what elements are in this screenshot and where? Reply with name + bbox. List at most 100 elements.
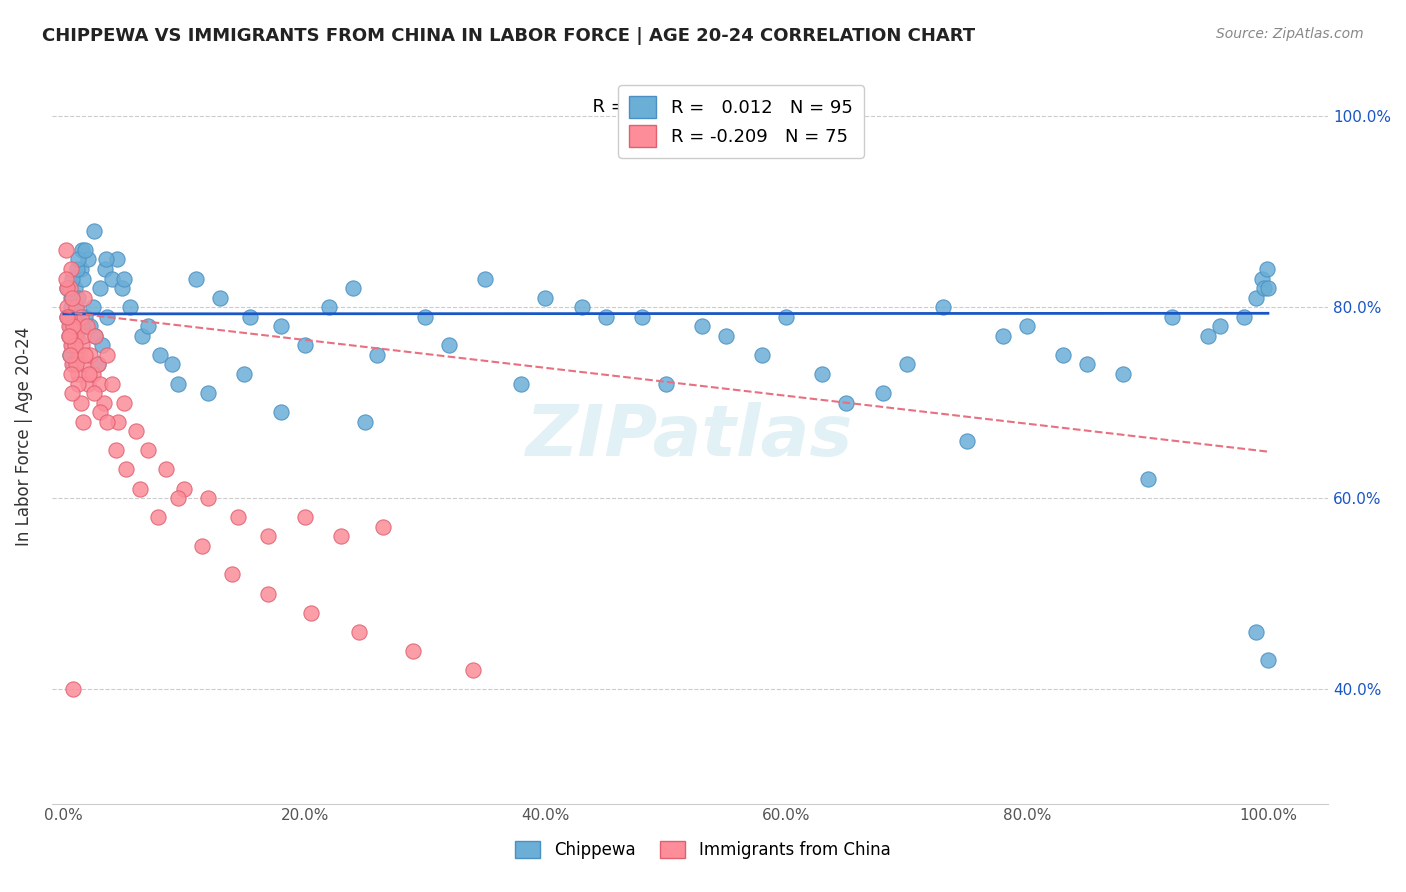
Point xyxy=(96,348,118,362)
Point xyxy=(72,415,94,429)
Point xyxy=(65,300,87,314)
Point xyxy=(62,681,84,696)
Point xyxy=(86,358,108,372)
Point xyxy=(89,376,111,391)
Point xyxy=(60,338,83,352)
Point xyxy=(66,328,89,343)
Point xyxy=(96,310,118,324)
Point xyxy=(1253,281,1275,295)
Point xyxy=(69,348,91,362)
Point xyxy=(75,348,97,362)
Point xyxy=(69,395,91,409)
Point xyxy=(56,310,79,324)
Point xyxy=(58,310,80,324)
Point xyxy=(67,376,90,391)
Point xyxy=(1251,271,1274,285)
Point xyxy=(1257,653,1279,667)
Point xyxy=(56,281,79,295)
Point xyxy=(956,434,979,448)
Point xyxy=(402,644,425,658)
Point xyxy=(1244,291,1267,305)
Point xyxy=(66,319,89,334)
Point xyxy=(60,358,83,372)
Text: CHIPPEWA VS IMMIGRANTS FROM CHINA IN LABOR FORCE | AGE 20-24 CORRELATION CHART: CHIPPEWA VS IMMIGRANTS FROM CHINA IN LAB… xyxy=(42,27,976,45)
Point xyxy=(69,348,91,362)
Point xyxy=(991,328,1014,343)
Point xyxy=(630,310,652,324)
Point xyxy=(56,310,79,324)
Point xyxy=(571,300,593,314)
Point xyxy=(67,252,90,267)
Point xyxy=(65,300,87,314)
Point xyxy=(82,367,104,381)
Point xyxy=(128,482,150,496)
Point xyxy=(463,663,485,677)
Point xyxy=(60,386,83,401)
Point xyxy=(67,291,90,305)
Point xyxy=(1233,310,1256,324)
Point xyxy=(60,367,83,381)
Point xyxy=(294,510,316,524)
Legend: Chippewa, Immigrants from China: Chippewa, Immigrants from China xyxy=(509,834,897,866)
Point xyxy=(318,300,340,314)
Point xyxy=(191,539,214,553)
Text: R =: R = xyxy=(582,98,638,116)
Point xyxy=(63,281,86,295)
Point xyxy=(79,319,101,334)
Point xyxy=(896,358,918,372)
Point xyxy=(60,338,83,352)
Point xyxy=(69,262,91,277)
Point xyxy=(60,262,83,277)
Point xyxy=(690,319,713,334)
Point xyxy=(83,224,105,238)
Point xyxy=(299,606,322,620)
Point xyxy=(56,300,79,314)
Point xyxy=(136,443,159,458)
Point xyxy=(510,376,533,391)
Point xyxy=(110,281,132,295)
Point xyxy=(63,328,86,343)
Point xyxy=(160,358,183,372)
Point xyxy=(59,281,82,295)
Point xyxy=(107,415,129,429)
Point xyxy=(1197,328,1219,343)
Point xyxy=(76,252,98,267)
Point xyxy=(70,243,93,257)
Point xyxy=(96,415,118,429)
Point xyxy=(60,300,83,314)
Point xyxy=(270,319,292,334)
Point xyxy=(932,300,955,314)
Point xyxy=(115,462,138,476)
Point xyxy=(56,281,79,295)
Point xyxy=(209,291,232,305)
Point xyxy=(1256,262,1278,277)
Point xyxy=(1209,319,1232,334)
Point xyxy=(75,310,97,324)
Point xyxy=(58,319,80,334)
Point xyxy=(835,395,858,409)
Point xyxy=(76,319,98,334)
Point xyxy=(1112,367,1135,381)
Point xyxy=(149,348,172,362)
Point xyxy=(751,348,773,362)
Point xyxy=(104,443,127,458)
Point xyxy=(65,358,87,372)
Point xyxy=(59,319,82,334)
Point xyxy=(60,291,83,305)
Point xyxy=(60,291,83,305)
Point xyxy=(73,291,96,305)
Point xyxy=(811,367,834,381)
Point xyxy=(82,300,104,314)
Point xyxy=(1257,281,1279,295)
Point xyxy=(595,310,617,324)
Point xyxy=(125,425,148,439)
Point xyxy=(79,348,101,362)
Point xyxy=(366,348,388,362)
Point xyxy=(1052,348,1074,362)
Point xyxy=(101,376,124,391)
Point xyxy=(136,319,159,334)
Point xyxy=(186,271,208,285)
Point xyxy=(84,328,107,343)
Point xyxy=(342,281,364,295)
Point xyxy=(84,328,107,343)
